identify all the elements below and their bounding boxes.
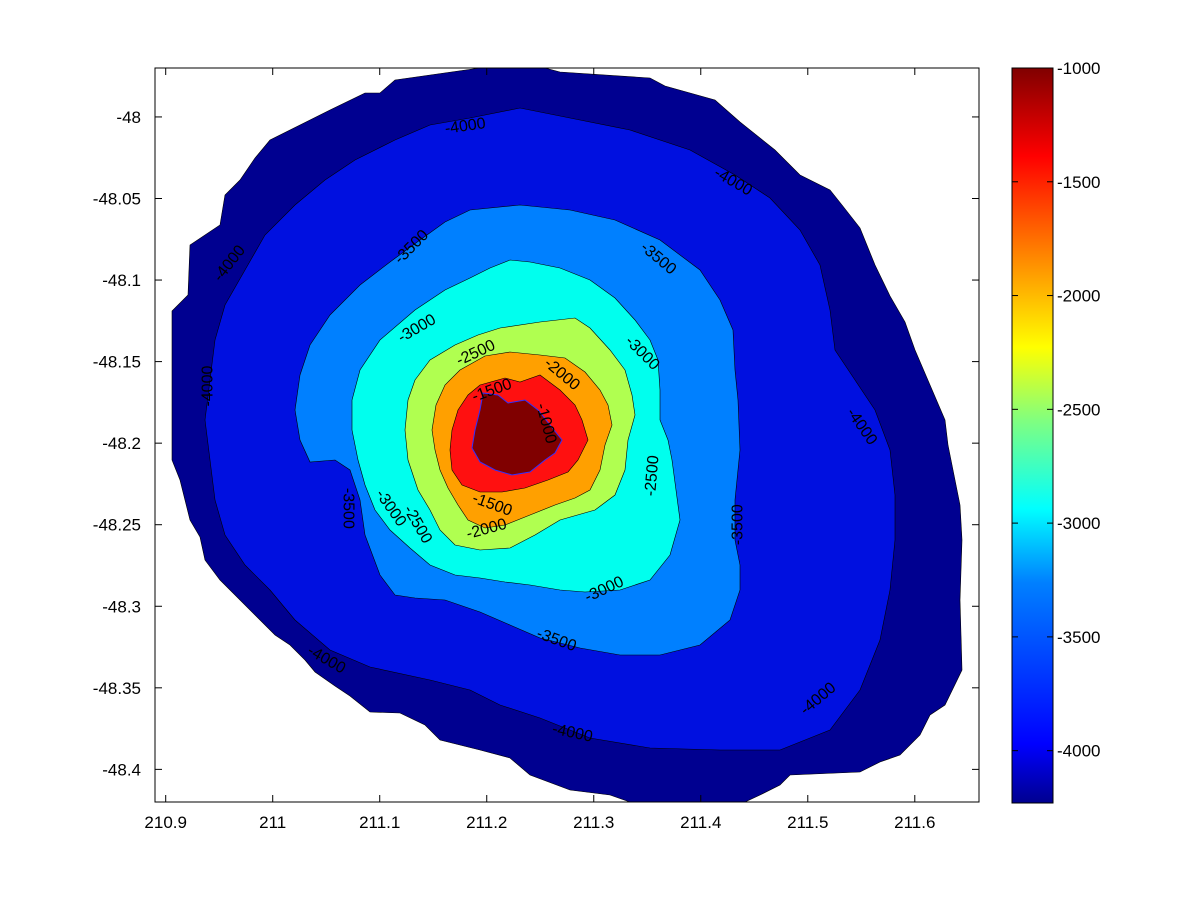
band-gt-1000 <box>471 392 563 476</box>
x-axis: 210.9 211 211.1 211.2 211.3 211.4 211.5 211.6 <box>144 68 935 832</box>
contour-label: -3500 <box>729 504 746 545</box>
colorbar-tick-label: -1500 <box>1057 173 1100 192</box>
colorbar-tick-label: -3500 <box>1057 628 1100 647</box>
y-tick-label: -48 <box>116 108 141 127</box>
colorbar-tick-label: -3000 <box>1057 514 1100 533</box>
contour-label: -3500 <box>339 488 356 529</box>
colorbar-tick-label: -4000 <box>1057 742 1100 761</box>
contour-bands <box>171 68 963 802</box>
colorbar-tick-label: -2000 <box>1057 287 1100 306</box>
x-tick-label: 211.2 <box>466 813 507 832</box>
x-tick-label: 211.1 <box>359 813 400 832</box>
x-tick-label: 211.6 <box>894 813 935 832</box>
y-tick-label: -48.15 <box>93 353 141 372</box>
x-tick-label: 210.9 <box>144 813 187 832</box>
y-tick-label: -48.3 <box>102 597 141 616</box>
plot-area: -4000-4000-4000-4000-4000-4000-4000-4000… <box>93 67 980 832</box>
contour-label: -2500 <box>642 455 663 497</box>
colorbar: -1000 -1500 -2000 -2500 -3000 -3500 -4000 <box>1011 59 1100 804</box>
y-tick-label: -48.25 <box>93 516 141 535</box>
y-axis: -48 -48.05 -48.1 -48.15 -48.2 -48.25 -48.3 -48.… <box>93 108 979 779</box>
y-tick-label: -48.2 <box>102 434 141 453</box>
colorbar-tick-label: -2500 <box>1057 400 1100 419</box>
y-tick-label: -48.35 <box>93 679 141 698</box>
y-tick-label: -48.4 <box>102 760 141 779</box>
x-tick-label: 211 <box>259 813 286 832</box>
plot-frame <box>154 67 980 803</box>
y-tick-label: -48.1 <box>102 271 141 290</box>
colorbar-frame <box>1011 67 1054 804</box>
x-tick-label: 211.3 <box>573 813 614 832</box>
colorbar-gradient <box>1012 68 1053 803</box>
colorbar-ticks: -1000 -1500 -2000 -2500 -3000 -3500 -4000 <box>1012 59 1100 761</box>
x-tick-label: 211.5 <box>787 813 828 832</box>
contour-label: -4000 <box>200 366 217 407</box>
contour-label: -4000 <box>444 115 487 138</box>
colorbar-tick-label: -1000 <box>1057 59 1100 78</box>
x-tick-label: 211.4 <box>680 813 721 832</box>
y-tick-label: -48.05 <box>93 189 141 208</box>
